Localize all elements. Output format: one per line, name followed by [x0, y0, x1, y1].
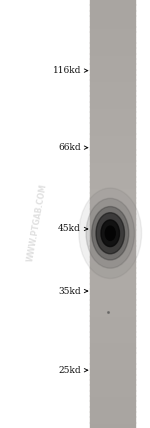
Bar — [90, 122, 135, 128]
Bar — [90, 384, 135, 390]
Bar — [90, 21, 135, 27]
Bar — [90, 165, 135, 171]
Bar — [90, 299, 135, 305]
Bar — [90, 304, 135, 310]
Bar — [90, 250, 135, 257]
Bar — [90, 294, 135, 300]
Bar — [90, 363, 135, 369]
Bar — [90, 74, 135, 80]
Bar — [90, 395, 135, 401]
Bar — [90, 315, 135, 321]
Bar — [90, 401, 135, 407]
Ellipse shape — [96, 213, 124, 254]
Bar — [90, 31, 135, 38]
Bar — [90, 26, 135, 32]
Bar — [90, 374, 135, 380]
Bar — [90, 224, 135, 230]
Bar — [90, 368, 135, 374]
Bar — [90, 267, 135, 273]
Bar — [90, 208, 135, 214]
Bar — [90, 406, 135, 412]
Bar — [90, 15, 135, 21]
Bar — [90, 197, 135, 203]
Text: 35kd: 35kd — [58, 286, 81, 296]
Bar — [90, 155, 135, 160]
Bar — [90, 144, 135, 150]
Bar — [90, 272, 135, 278]
Bar — [90, 181, 135, 187]
Bar — [90, 48, 135, 54]
Bar — [90, 90, 135, 96]
Bar — [90, 53, 135, 59]
Bar — [90, 85, 135, 91]
Bar — [90, 240, 135, 246]
Bar — [90, 5, 135, 11]
Bar — [90, 0, 135, 5]
Bar — [90, 379, 135, 385]
Ellipse shape — [101, 220, 120, 247]
Bar — [90, 170, 135, 176]
Bar — [90, 342, 135, 348]
Bar — [90, 261, 135, 268]
Bar — [90, 277, 135, 283]
Bar — [90, 229, 135, 235]
Bar — [90, 411, 135, 417]
Bar — [90, 95, 135, 102]
Bar — [90, 101, 135, 107]
Bar — [90, 256, 135, 262]
Ellipse shape — [92, 207, 129, 260]
Bar — [90, 63, 135, 70]
Bar — [90, 149, 135, 155]
Bar — [90, 282, 135, 289]
Ellipse shape — [105, 226, 115, 241]
Bar — [90, 331, 135, 337]
Text: WWW.PTGAB.COM: WWW.PTGAB.COM — [26, 183, 49, 262]
Bar — [90, 69, 135, 75]
Bar — [90, 320, 135, 327]
Bar — [90, 106, 135, 112]
Bar — [90, 235, 135, 241]
Bar — [90, 138, 135, 145]
Text: 66kd: 66kd — [58, 143, 81, 152]
Bar — [90, 336, 135, 342]
Bar — [90, 347, 135, 353]
Bar — [90, 192, 135, 198]
Bar — [90, 133, 135, 139]
Bar — [90, 10, 135, 16]
Bar — [90, 37, 135, 43]
Ellipse shape — [86, 198, 135, 268]
Bar — [90, 117, 135, 123]
Bar — [90, 416, 135, 423]
Ellipse shape — [79, 188, 142, 279]
Bar — [90, 187, 135, 193]
Bar — [90, 80, 135, 86]
Bar — [90, 288, 135, 294]
Bar — [90, 176, 135, 182]
Bar — [90, 245, 135, 252]
Bar — [90, 352, 135, 359]
Text: 45kd: 45kd — [58, 224, 81, 234]
Bar — [90, 160, 135, 166]
Bar — [90, 218, 135, 225]
Bar — [90, 325, 135, 332]
Bar — [90, 58, 135, 64]
Text: 116kd: 116kd — [53, 66, 81, 75]
Bar — [90, 202, 135, 209]
Bar — [90, 42, 135, 48]
Bar — [90, 128, 135, 134]
Bar — [90, 309, 135, 316]
Bar — [90, 213, 135, 219]
Bar — [90, 389, 135, 396]
Bar — [90, 358, 135, 364]
Text: 25kd: 25kd — [58, 366, 81, 375]
Bar — [90, 112, 135, 118]
Bar — [90, 422, 135, 428]
